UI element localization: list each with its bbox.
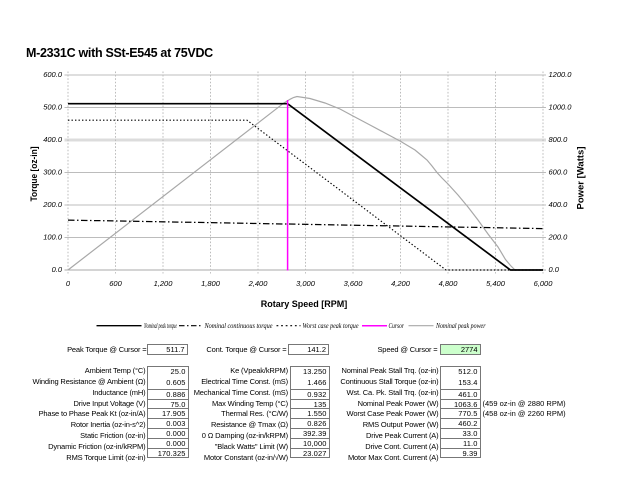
svg-text:1000.0: 1000.0 [549,103,573,112]
svg-text:100.0: 100.0 [43,233,63,242]
svg-text:Rotary Speed [RPM]: Rotary Speed [RPM] [261,299,348,309]
svg-text:1,800: 1,800 [201,279,221,288]
svg-text:600.0: 600.0 [549,168,569,177]
svg-text:200.0: 200.0 [42,200,63,209]
svg-text:Nominal peak torque: Nominal peak torque [143,322,177,330]
svg-text:0.0: 0.0 [549,265,560,274]
svg-text:0.0: 0.0 [52,265,63,274]
svg-text:400.0: 400.0 [549,200,569,209]
svg-text:1,200: 1,200 [154,279,174,288]
svg-text:3,000: 3,000 [296,279,316,288]
svg-text:1200.0: 1200.0 [549,70,573,79]
svg-text:3,600: 3,600 [344,279,364,288]
svg-text:Cursor: Cursor [389,322,405,330]
svg-text:400.0: 400.0 [43,135,63,144]
svg-text:600.0: 600.0 [43,70,63,79]
svg-text:500.0: 500.0 [43,103,63,112]
svg-text:Worst case peak torque: Worst case peak torque [303,322,359,330]
svg-text:Power [Watts]: Power [Watts] [576,147,587,210]
svg-text:600: 600 [109,279,122,288]
svg-text:0: 0 [66,279,71,288]
svg-text:4,200: 4,200 [391,279,411,288]
svg-text:300.0: 300.0 [43,168,63,177]
svg-text:Nominal peak power: Nominal peak power [435,322,486,330]
svg-text:6,000: 6,000 [534,279,554,288]
svg-text:800.0: 800.0 [549,135,569,144]
svg-text:4,800: 4,800 [439,279,459,288]
svg-text:Nominal continuous torque: Nominal continuous torque [204,322,273,330]
svg-text:200.0: 200.0 [548,233,569,242]
svg-text:Torque [oz-in]: Torque [oz-in] [29,147,40,202]
svg-text:5,400: 5,400 [486,279,506,288]
svg-text:2,400: 2,400 [248,279,269,288]
